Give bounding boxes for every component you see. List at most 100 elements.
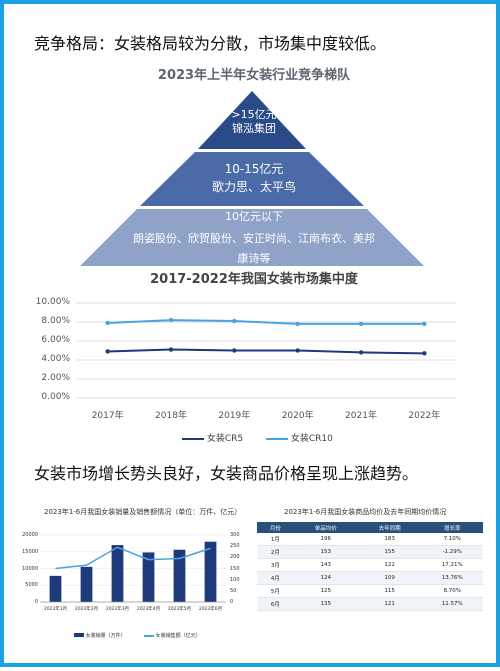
y-tick-label: 0.00% — [41, 392, 70, 402]
pyramid-tier-1 — [198, 91, 306, 149]
legend-cr5: 女装CR5 — [182, 431, 243, 444]
combo-x-tick: 2023年1月 — [43, 607, 68, 612]
table-cell: 11.57% — [421, 597, 483, 611]
series-point — [168, 317, 174, 323]
table-header-cell: 单品均价 — [293, 522, 358, 533]
combo-x-tick: 2023年2月 — [74, 607, 99, 612]
table-cell: 153 — [293, 545, 358, 559]
tier-2-range: 10-15亿元 — [224, 162, 284, 176]
tier-1-range: >15亿元 — [231, 108, 277, 121]
pyramid-tier-3 — [80, 209, 424, 266]
combo-y2-tick: 0 — [230, 599, 234, 605]
series-point — [295, 348, 300, 353]
combo-bar — [49, 575, 62, 602]
tier-3-brands-2: 康诗等 — [237, 252, 271, 265]
tier-1-brands: 锦泓集团 — [232, 122, 276, 135]
series-point — [422, 351, 427, 356]
series-point — [295, 321, 300, 327]
pyramid-tier-2 — [140, 152, 364, 206]
combo-y2-tick: 150 — [230, 565, 240, 572]
tier-3-range: 10亿元以下 — [225, 210, 283, 223]
combo-chart — [40, 534, 226, 603]
table-cell: 5月 — [257, 584, 294, 598]
table-cell: 3月 — [257, 558, 294, 572]
combo-legend-2: 女装销售额（亿元） — [144, 632, 201, 639]
y-tick-label: 8.00% — [41, 316, 70, 326]
table-cell: 4月 — [257, 571, 294, 585]
combo-chart-title: 2023年1-6月我国女装销量及销售额情况（单位：万件、亿元） — [44, 508, 242, 516]
combo-y-tick: 15000 — [22, 548, 38, 555]
combo-bar — [204, 541, 217, 602]
combo-y-tick: 5000 — [25, 582, 38, 589]
table-header-cell: 增长率 — [421, 522, 483, 533]
table-cell: 155 — [357, 545, 422, 559]
combo-line — [55, 546, 211, 570]
table-cell: 121 — [357, 597, 422, 611]
heading-growth: 女装市场增长势头良好，女装商品价格呈现上涨趋势。 — [34, 464, 419, 483]
combo-y2-tick: 250 — [230, 543, 240, 550]
table-cell: 7.10% — [421, 533, 483, 546]
y-tick-label: 6.00% — [41, 335, 70, 345]
series-point — [232, 318, 237, 324]
combo-bar — [173, 549, 186, 602]
series-line-0 — [107, 348, 425, 355]
table-row: 3月 143 122 17.21% — [257, 558, 483, 572]
table-row: 2月 153 155 -1.29% — [257, 545, 483, 559]
table-cell: 125 — [293, 584, 358, 598]
heading-competition: 竞争格局：女装格局较为分散，市场集中度较低。 — [34, 34, 387, 53]
combo-bar — [142, 552, 155, 602]
table-cell: 196 — [293, 533, 358, 546]
combo-bar — [111, 545, 124, 602]
combo-x-tick: 2023年3月 — [105, 607, 130, 612]
pyramid-graphic — [80, 91, 424, 266]
table-cell: 13.76% — [421, 571, 483, 585]
legend-cr10: 女装CR10 — [266, 431, 333, 444]
table-cell: 183 — [357, 533, 422, 546]
table-row: 4月 124 109 13.76% — [257, 571, 483, 585]
legend-cr10-label: 女装CR10 — [290, 434, 333, 444]
x-tick-label: 2019年 — [218, 411, 251, 421]
combo-legend-2-label: 女装销售额（亿元） — [155, 633, 201, 639]
combo-y2-tick: 50 — [230, 587, 237, 594]
x-tick-label: 2018年 — [155, 411, 187, 421]
combo-y2-tick: 100 — [230, 576, 240, 583]
line-chart-title: 2017-2022年我国女装市场集中度 — [150, 272, 358, 287]
table-cell: 135 — [293, 597, 358, 611]
table-cell: 17.21% — [421, 558, 483, 572]
combo-y-tick: 0 — [34, 599, 38, 605]
table-cell: 143 — [293, 558, 358, 572]
table-cell: 109 — [357, 571, 422, 585]
table-row: 1月 196 183 7.10% — [257, 533, 483, 546]
tier-3-brands: 朗姿股份、欣贺股份、安正时尚、江南布衣、美邦 — [133, 232, 375, 245]
combo-x-tick: 2023年4月 — [136, 607, 161, 612]
table-header-cell: 月份 — [257, 522, 294, 533]
series-point — [105, 320, 110, 326]
tier-2-brands: 歌力思、太平鸟 — [211, 180, 296, 194]
table-cell: -1.29% — [421, 545, 483, 559]
series-point — [105, 349, 110, 354]
series-point — [358, 321, 364, 327]
combo-legend-1-label: 女装销量（万件） — [85, 633, 126, 639]
combo-x-tick: 2023年5月 — [167, 607, 192, 612]
combo-y-tick: 10000 — [22, 565, 38, 572]
series-point — [358, 350, 364, 355]
line-chart — [76, 302, 456, 399]
x-tick-label: 2020年 — [281, 411, 314, 421]
legend-cr10-swatch — [266, 437, 288, 440]
table-cell: 122 — [357, 558, 422, 572]
combo-bar — [80, 566, 93, 602]
combo-y2-tick: 300 — [230, 532, 240, 538]
series-point — [422, 321, 427, 327]
x-tick-label: 2022年 — [408, 411, 441, 421]
table-cell: 6月 — [257, 597, 294, 611]
legend-cr5-label: 女装CR5 — [206, 434, 244, 444]
x-tick-label: 2021年 — [345, 411, 377, 421]
pyramid-title: 2023年上半年女装行业竞争梯队 — [157, 68, 351, 83]
combo-y2-tick: 200 — [230, 554, 240, 561]
series-point — [232, 348, 237, 353]
combo-legend-1-swatch — [74, 633, 84, 637]
table-row: 6月 135 121 11.57% — [257, 597, 483, 611]
combo-x-tick: 2023年6月 — [198, 607, 223, 612]
table-cell: 2月 — [257, 545, 294, 559]
